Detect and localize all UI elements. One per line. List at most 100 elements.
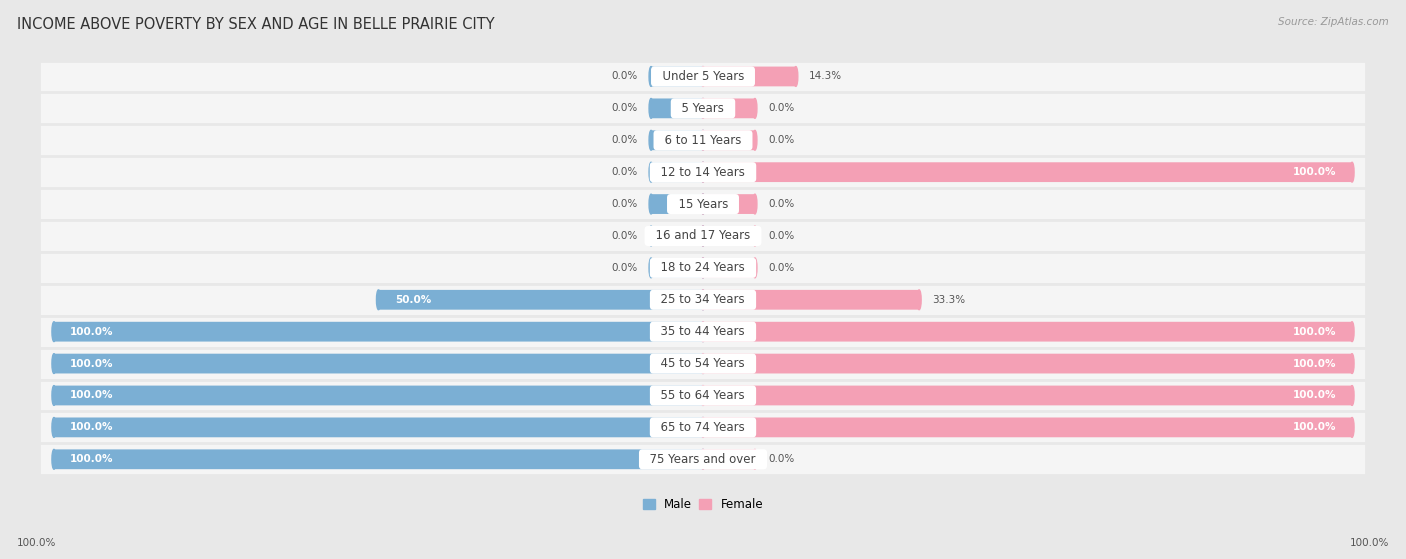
Circle shape	[702, 98, 704, 119]
Text: 0.0%: 0.0%	[768, 135, 794, 145]
Text: INCOME ABOVE POVERTY BY SEX AND AGE IN BELLE PRAIRIE CITY: INCOME ABOVE POVERTY BY SEX AND AGE IN B…	[17, 17, 495, 32]
Circle shape	[702, 98, 704, 119]
FancyBboxPatch shape	[41, 412, 1365, 443]
FancyBboxPatch shape	[41, 252, 1365, 283]
Circle shape	[752, 449, 756, 469]
Text: 0.0%: 0.0%	[612, 72, 638, 82]
FancyBboxPatch shape	[41, 157, 1365, 188]
Circle shape	[702, 418, 704, 437]
Circle shape	[650, 258, 654, 278]
Text: 100.0%: 100.0%	[1292, 391, 1336, 400]
Text: 100.0%: 100.0%	[70, 391, 114, 400]
Circle shape	[1350, 386, 1354, 405]
Circle shape	[794, 67, 797, 86]
FancyBboxPatch shape	[41, 125, 1365, 156]
FancyBboxPatch shape	[703, 130, 755, 150]
FancyBboxPatch shape	[703, 386, 1353, 405]
Circle shape	[702, 67, 704, 86]
FancyBboxPatch shape	[53, 322, 703, 342]
Circle shape	[702, 354, 704, 373]
Text: 45 to 54 Years: 45 to 54 Years	[654, 357, 752, 370]
Circle shape	[702, 194, 704, 214]
Circle shape	[917, 290, 921, 310]
Text: 33.3%: 33.3%	[932, 295, 966, 305]
FancyBboxPatch shape	[41, 61, 1365, 92]
FancyBboxPatch shape	[703, 449, 755, 469]
Text: 100.0%: 100.0%	[70, 358, 114, 368]
Circle shape	[752, 258, 756, 278]
Circle shape	[702, 258, 704, 278]
Text: 100.0%: 100.0%	[1292, 326, 1336, 337]
Circle shape	[702, 194, 704, 214]
Text: 0.0%: 0.0%	[612, 263, 638, 273]
Circle shape	[650, 162, 654, 182]
FancyBboxPatch shape	[651, 98, 703, 119]
Text: 100.0%: 100.0%	[70, 454, 114, 465]
Text: 100.0%: 100.0%	[1292, 358, 1336, 368]
Text: 100.0%: 100.0%	[1292, 423, 1336, 432]
FancyBboxPatch shape	[651, 258, 703, 278]
Circle shape	[52, 449, 56, 469]
Text: 15 Years: 15 Years	[671, 197, 735, 211]
Circle shape	[650, 130, 654, 150]
FancyBboxPatch shape	[41, 444, 1365, 475]
Text: 25 to 34 Years: 25 to 34 Years	[654, 293, 752, 306]
Circle shape	[52, 418, 56, 437]
FancyBboxPatch shape	[651, 162, 703, 182]
FancyBboxPatch shape	[41, 348, 1365, 379]
FancyBboxPatch shape	[703, 322, 1353, 342]
Text: 0.0%: 0.0%	[768, 199, 794, 209]
Circle shape	[702, 258, 704, 278]
Text: 100.0%: 100.0%	[70, 326, 114, 337]
Circle shape	[702, 162, 704, 182]
Text: 100.0%: 100.0%	[17, 538, 56, 548]
Circle shape	[702, 130, 704, 150]
Circle shape	[702, 354, 704, 373]
FancyBboxPatch shape	[41, 93, 1365, 124]
Circle shape	[702, 226, 704, 246]
FancyBboxPatch shape	[703, 290, 920, 310]
Circle shape	[702, 449, 704, 469]
FancyBboxPatch shape	[41, 188, 1365, 220]
FancyBboxPatch shape	[53, 418, 703, 437]
Circle shape	[702, 322, 704, 342]
Circle shape	[650, 98, 654, 119]
FancyBboxPatch shape	[53, 386, 703, 405]
Circle shape	[1350, 418, 1354, 437]
Circle shape	[752, 130, 756, 150]
Text: 0.0%: 0.0%	[768, 454, 794, 465]
Text: Source: ZipAtlas.com: Source: ZipAtlas.com	[1278, 17, 1389, 27]
Text: 100.0%: 100.0%	[70, 423, 114, 432]
FancyBboxPatch shape	[53, 449, 703, 469]
Circle shape	[702, 290, 704, 310]
FancyBboxPatch shape	[703, 67, 796, 86]
Circle shape	[1350, 322, 1354, 342]
Circle shape	[702, 449, 704, 469]
Circle shape	[702, 322, 704, 342]
Circle shape	[52, 322, 56, 342]
Text: 100.0%: 100.0%	[1350, 538, 1389, 548]
Circle shape	[1350, 162, 1354, 182]
Text: 35 to 44 Years: 35 to 44 Years	[654, 325, 752, 338]
FancyBboxPatch shape	[378, 290, 703, 310]
Circle shape	[702, 418, 704, 437]
Text: 100.0%: 100.0%	[1292, 167, 1336, 177]
Text: 5 Years: 5 Years	[675, 102, 731, 115]
Text: 65 to 74 Years: 65 to 74 Years	[654, 421, 752, 434]
Text: 0.0%: 0.0%	[612, 135, 638, 145]
Circle shape	[650, 194, 654, 214]
Text: 12 to 14 Years: 12 to 14 Years	[654, 165, 752, 179]
Text: 0.0%: 0.0%	[612, 103, 638, 113]
FancyBboxPatch shape	[41, 284, 1365, 315]
FancyBboxPatch shape	[651, 130, 703, 150]
FancyBboxPatch shape	[651, 194, 703, 214]
Circle shape	[702, 226, 704, 246]
Text: Under 5 Years: Under 5 Years	[655, 70, 751, 83]
Text: 16 and 17 Years: 16 and 17 Years	[648, 230, 758, 243]
FancyBboxPatch shape	[703, 194, 755, 214]
Text: 0.0%: 0.0%	[612, 167, 638, 177]
FancyBboxPatch shape	[651, 67, 703, 86]
Text: 14.3%: 14.3%	[808, 72, 842, 82]
FancyBboxPatch shape	[703, 162, 1353, 182]
FancyBboxPatch shape	[41, 316, 1365, 347]
